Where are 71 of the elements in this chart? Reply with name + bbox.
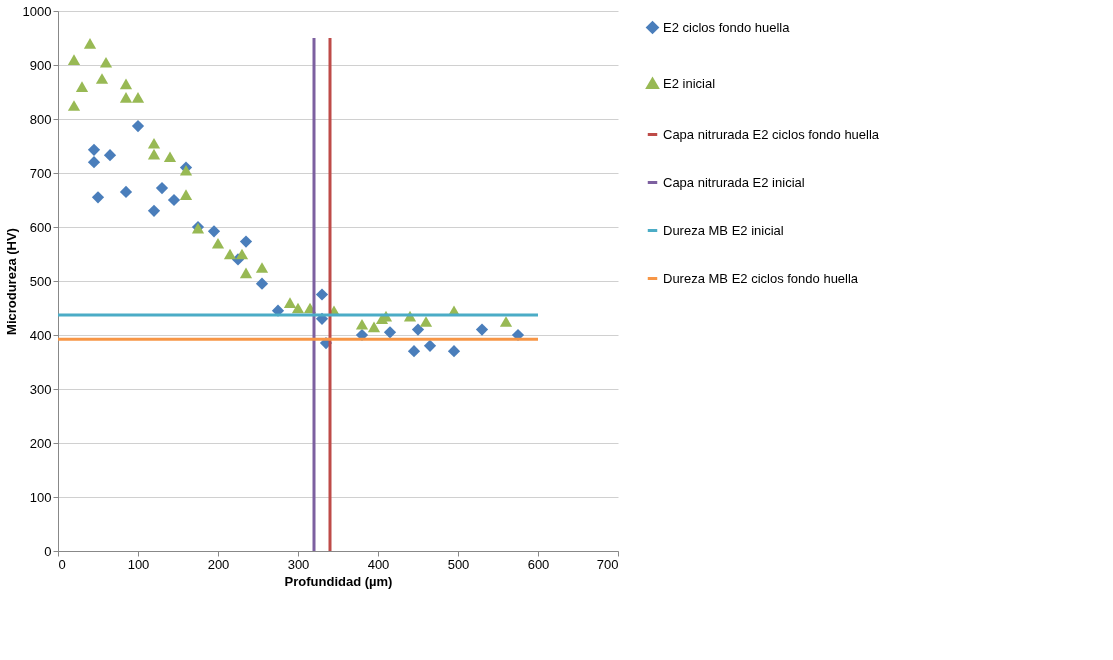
x-tick-label: 100 [127, 556, 150, 572]
point [83, 38, 97, 49]
y-tick-label: 400 [29, 327, 52, 343]
y-tick-label: 1000 [22, 3, 52, 19]
point [211, 237, 225, 249]
point [239, 267, 253, 279]
y-tick-label: 900 [29, 57, 52, 73]
y-tick-label: 700 [29, 165, 52, 181]
y-tick-label: 300 [29, 381, 52, 397]
point [315, 288, 329, 301]
point [239, 235, 253, 248]
legend-label: Dureza MB E2 ciclos fondo huella [663, 270, 859, 286]
point [163, 151, 177, 163]
point [87, 143, 101, 156]
x-tick-label: 300 [287, 556, 310, 572]
x-tick-label: 200 [207, 556, 230, 572]
point [499, 316, 513, 327]
point [99, 57, 113, 68]
point [207, 225, 221, 238]
x-tick-label: 700 [596, 556, 619, 572]
point [291, 302, 305, 314]
point [235, 248, 249, 260]
point [283, 297, 297, 308]
point [67, 54, 81, 65]
point [411, 323, 425, 336]
point [255, 277, 269, 290]
point [447, 345, 461, 358]
point [383, 326, 397, 339]
point [407, 345, 421, 358]
point [131, 119, 145, 133]
y-tick-label: 200 [29, 435, 52, 451]
legend-label: Capa nitrurada E2 ciclos fondo huella [663, 126, 880, 142]
legend-label: Dureza MB E2 inicial [663, 222, 784, 238]
y-tick-label: 800 [29, 111, 52, 127]
point [119, 185, 133, 199]
point [91, 191, 105, 204]
point [119, 92, 133, 103]
point [223, 248, 237, 260]
x-tick-label: 0 [58, 556, 66, 572]
point [147, 204, 161, 217]
point [95, 73, 109, 84]
y-axis-title: Microdureza (HV) [3, 228, 19, 335]
legend-label: E2 ciclos fondo huella [663, 19, 791, 35]
legend-label: E2 inicial [663, 75, 716, 91]
point [475, 323, 489, 336]
y-tick-label: 600 [29, 219, 52, 235]
y-tick-label: 100 [29, 489, 52, 505]
point [179, 165, 193, 176]
point [75, 81, 89, 92]
point [103, 149, 117, 162]
point [355, 318, 369, 330]
x-axis-title: Profundidad (µm) [284, 573, 393, 589]
point [367, 321, 381, 333]
x-tick-label: 500 [447, 556, 470, 572]
y-tick-label: 500 [29, 273, 52, 289]
point [179, 189, 193, 200]
point [419, 316, 433, 327]
point [87, 156, 101, 169]
point [131, 92, 145, 103]
point [147, 138, 161, 149]
point [423, 339, 437, 352]
point [119, 78, 133, 90]
point [67, 100, 81, 111]
y-tick-label: 0 [44, 543, 52, 559]
point [255, 262, 269, 273]
x-tick-label: 600 [527, 556, 550, 572]
legend-label: Capa nitrurada E2 inicial [663, 174, 805, 190]
point [167, 193, 181, 207]
point [147, 148, 161, 160]
x-tick-label: 400 [367, 556, 390, 572]
point [155, 182, 169, 195]
